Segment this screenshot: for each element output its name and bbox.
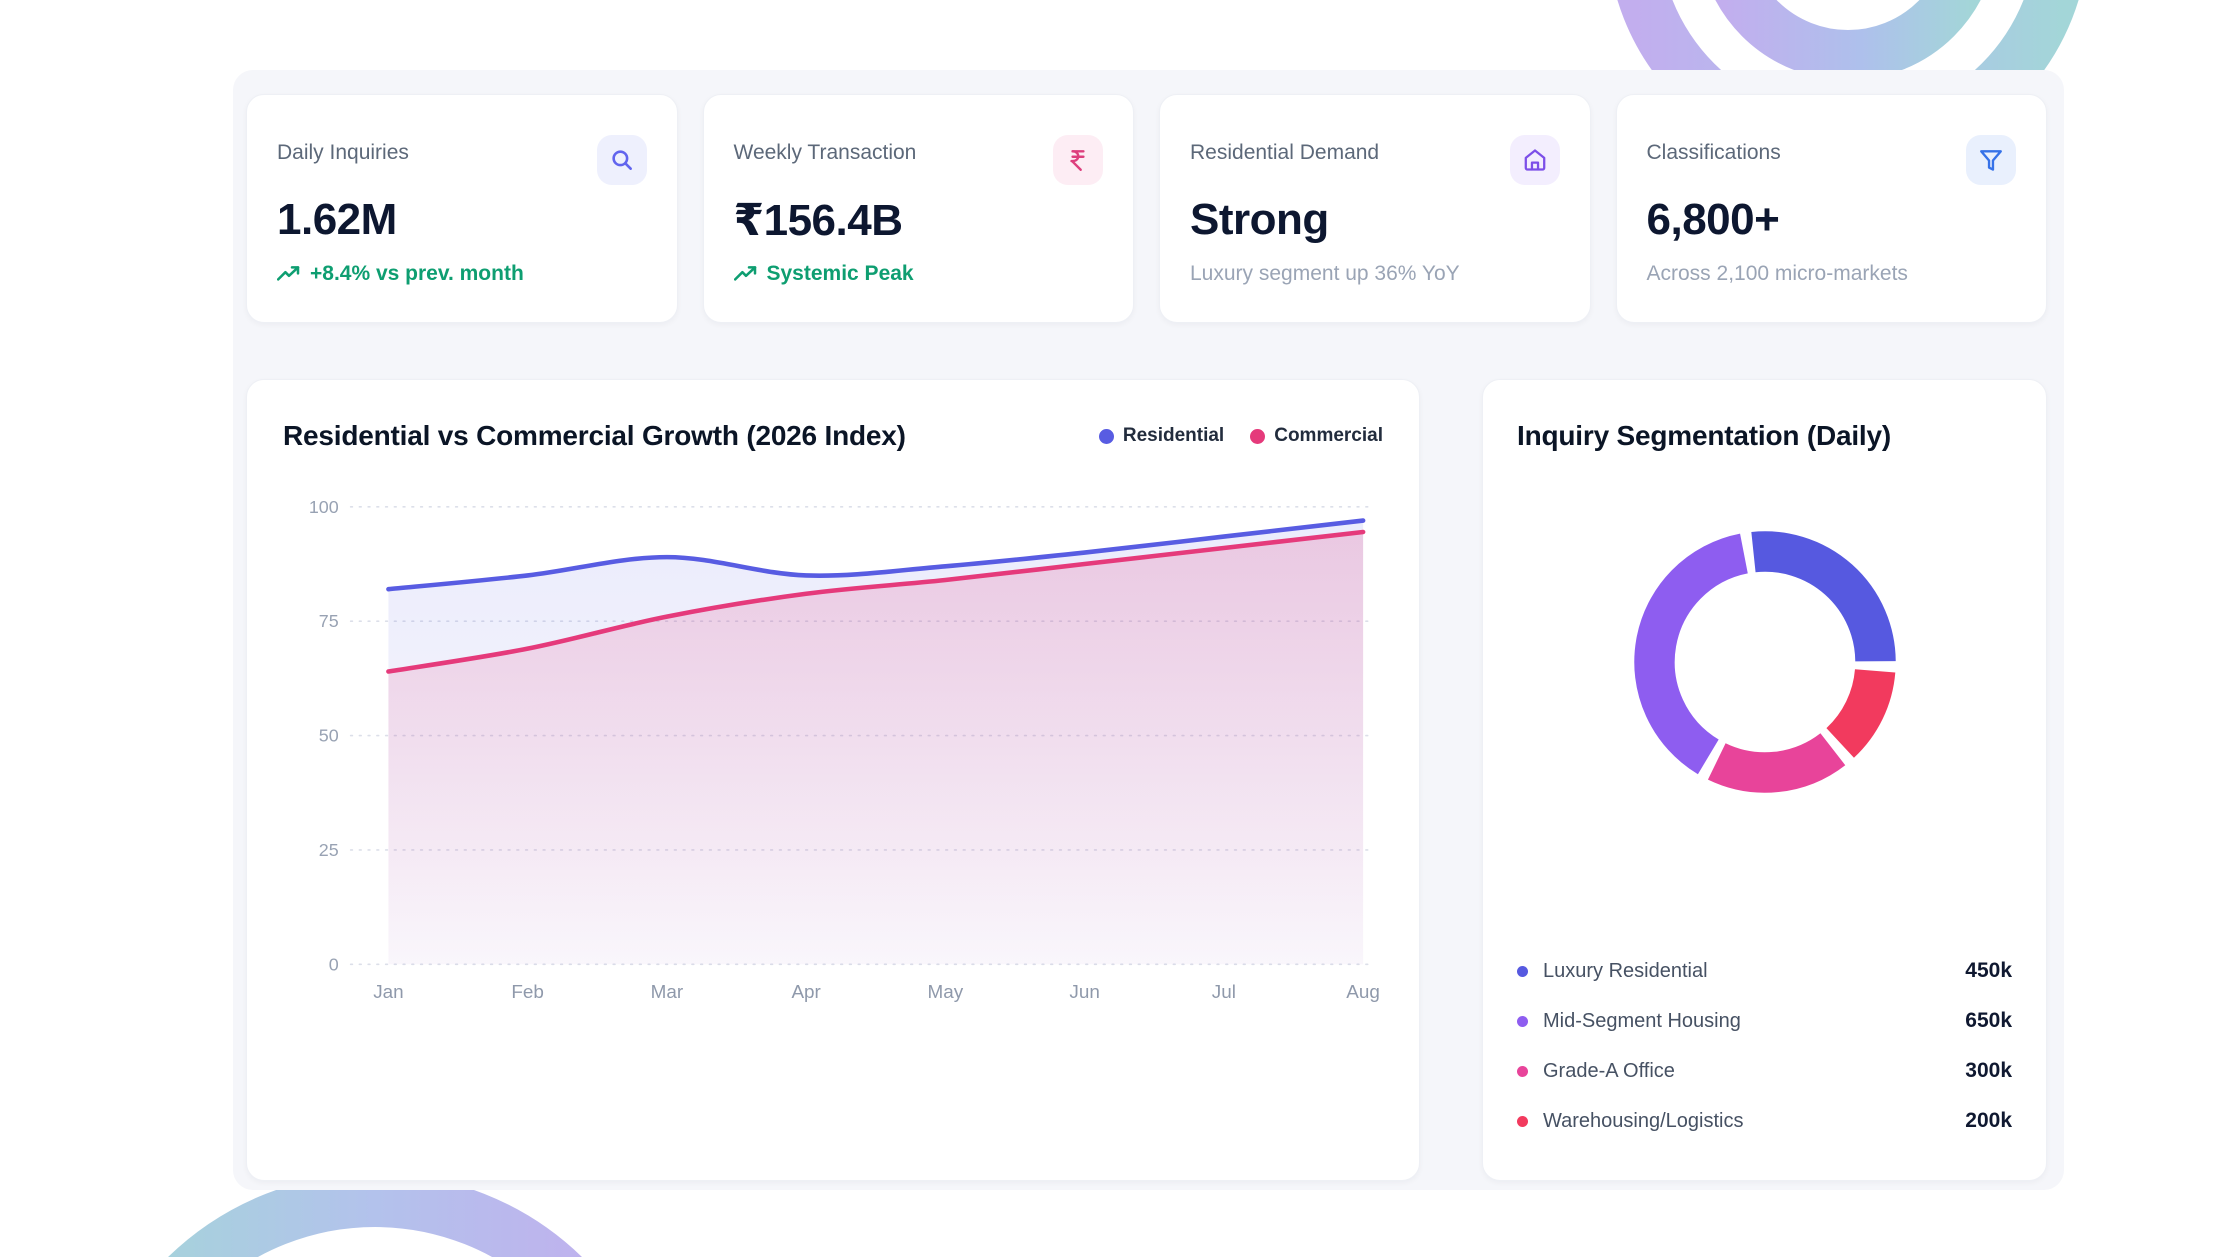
kpi-value: Strong bbox=[1190, 195, 1329, 244]
legend-item-mid-segment-housing[interactable]: Mid-Segment Housing 650k bbox=[1517, 996, 2012, 1046]
segmentation-title: Inquiry Segmentation (Daily) bbox=[1517, 420, 1891, 451]
kpi-trend: +8.4% vs prev. month bbox=[277, 262, 524, 286]
kpi-card-daily-inquiries: Daily Inquiries 1.62M +8.4% vs prev. mon… bbox=[246, 94, 678, 323]
filter-icon bbox=[1966, 135, 2016, 185]
kpi-subtext: Across 2,100 micro-markets bbox=[1646, 262, 1908, 285]
kpi-card-weekly-transaction: Weekly Transaction ₹156.4B Systemic Peak bbox=[702, 94, 1134, 323]
svg-text:50: 50 bbox=[319, 726, 339, 746]
kpi-card-residential-demand: Residential Demand Strong Luxury segment… bbox=[1159, 94, 1591, 323]
legend-item-commercial[interactable]: Commercial bbox=[1250, 425, 1383, 447]
svg-text:100: 100 bbox=[309, 497, 339, 517]
svg-text:Apr: Apr bbox=[791, 982, 820, 1003]
trending-up-icon bbox=[733, 266, 756, 281]
kpi-value: 6,800+ bbox=[1646, 195, 1780, 244]
legend-item-luxury-residential[interactable]: Luxury Residential 450k bbox=[1517, 946, 2012, 996]
growth-chart-legend: Residential Commercial bbox=[1098, 425, 1383, 447]
segment-dot bbox=[1517, 965, 1528, 977]
legend-item-grade-a-office[interactable]: Grade-A Office 300k bbox=[1517, 1046, 2012, 1096]
growth-chart-card: Residential vs Commercial Growth (2026 I… bbox=[246, 379, 1420, 1181]
dashboard-panel: Daily Inquiries 1.62M +8.4% vs prev. mon… bbox=[233, 70, 2064, 1190]
kpi-label: Residential Demand bbox=[1190, 141, 1380, 164]
segment-dot bbox=[1517, 1115, 1528, 1127]
growth-chart-title: Residential vs Commercial Growth (2026 I… bbox=[283, 420, 906, 451]
rupee-icon bbox=[1053, 135, 1103, 185]
commercial-dot bbox=[1250, 428, 1266, 444]
svg-text:Mar: Mar bbox=[651, 982, 684, 1003]
growth-area-chart: 100 75 50 25 0 Jan Feb Mar Apr May Jun Jul Aug bbox=[309, 497, 1380, 1003]
svg-text:May: May bbox=[928, 982, 964, 1003]
svg-text:Aug: Aug bbox=[1346, 982, 1380, 1003]
segmentation-legend: Luxury Residential 450k Mid-Segment Hous… bbox=[1517, 946, 2012, 1146]
kpi-row: Daily Inquiries 1.62M +8.4% vs prev. mon… bbox=[246, 94, 2047, 323]
trending-up-icon bbox=[277, 266, 300, 281]
charts-row: Residential vs Commercial Growth (2026 I… bbox=[246, 379, 2047, 1181]
segment-dot bbox=[1517, 1065, 1528, 1077]
svg-text:Jul: Jul bbox=[1212, 982, 1236, 1003]
segmentation-card: Inquiry Segmentation (Daily) Luxury Resi… bbox=[1482, 379, 2047, 1181]
legend-item-residential[interactable]: Residential bbox=[1098, 425, 1224, 447]
kpi-trend: Systemic Peak bbox=[733, 262, 914, 286]
residential-dot bbox=[1098, 428, 1114, 444]
kpi-label: Weekly Transaction bbox=[733, 141, 917, 164]
svg-text:25: 25 bbox=[319, 840, 339, 860]
home-icon bbox=[1509, 135, 1560, 185]
search-icon bbox=[596, 135, 647, 185]
kpi-card-classifications: Classifications 6,800+ Across 2,100 micr… bbox=[1615, 94, 2047, 323]
kpi-value: 1.62M bbox=[277, 195, 397, 244]
svg-text:Feb: Feb bbox=[511, 982, 544, 1003]
svg-text:Jun: Jun bbox=[1069, 982, 1099, 1003]
kpi-value: ₹156.4B bbox=[733, 196, 903, 245]
svg-text:Jan: Jan bbox=[373, 982, 403, 1003]
legend-item-warehousing-logistics[interactable]: Warehousing/Logistics 200k bbox=[1517, 1096, 2012, 1146]
kpi-label: Daily Inquiries bbox=[277, 141, 409, 164]
svg-text:75: 75 bbox=[319, 611, 339, 631]
segmentation-donut-chart bbox=[1633, 531, 1896, 793]
kpi-label: Classifications bbox=[1646, 141, 1781, 164]
svg-text:0: 0 bbox=[329, 954, 339, 974]
segment-dot bbox=[1517, 1015, 1528, 1027]
kpi-subtext: Luxury segment up 36% YoY bbox=[1190, 262, 1460, 285]
